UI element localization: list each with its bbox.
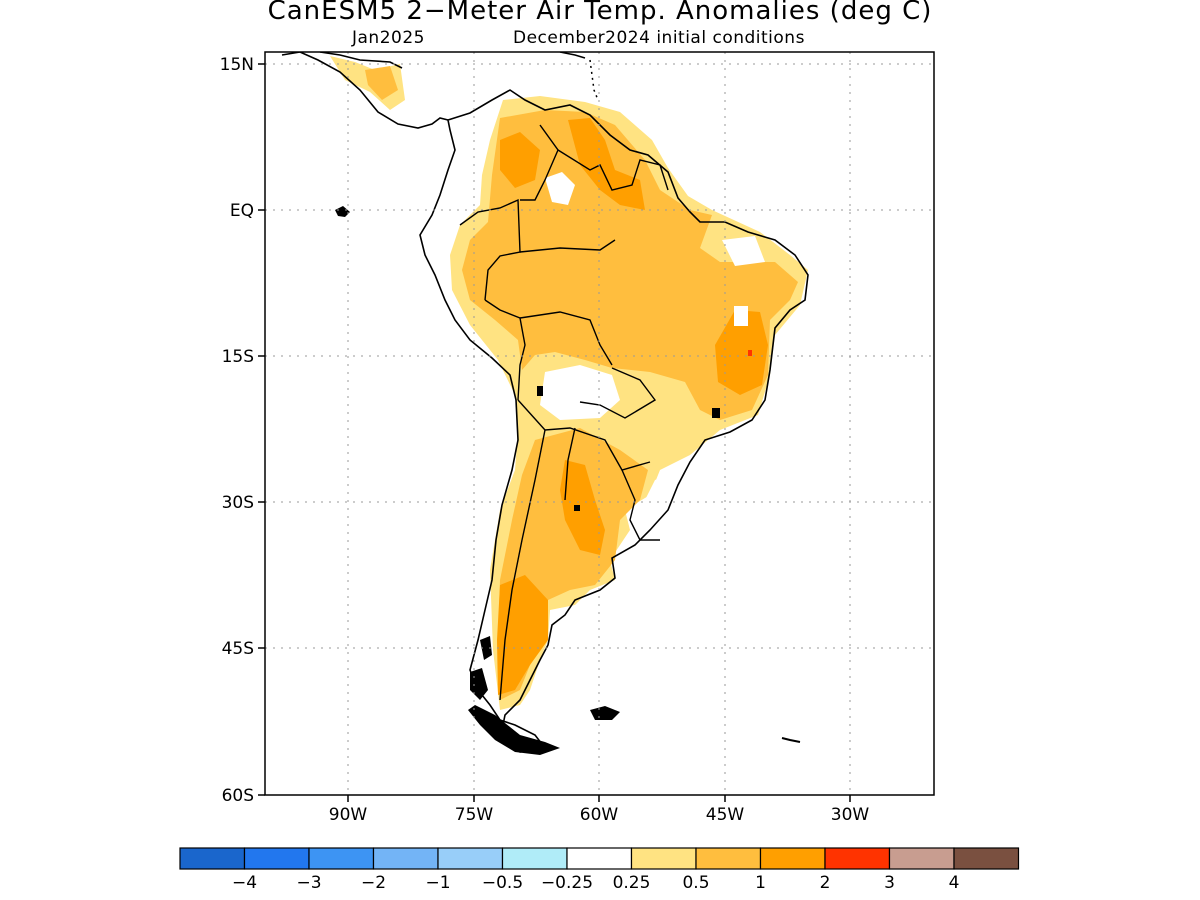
anomaly-patch-argentina-south xyxy=(497,575,548,695)
colorbar-label: −1 xyxy=(425,873,450,893)
lat-label-eq: EQ xyxy=(230,201,254,221)
colorbar-swatch xyxy=(824,847,891,870)
colorbar-swatch xyxy=(695,847,762,870)
colorbar-label: −0.5 xyxy=(482,873,523,893)
lat-label-15s: 15S xyxy=(222,347,254,367)
colorbar-label: −0.25 xyxy=(541,873,593,893)
colorbar: −4 −3 −2 −1 −0.5 −0.25 0.25 0.5 1 2 3 4 xyxy=(179,847,1020,893)
colorbar-swatch xyxy=(501,847,568,870)
colorbar-label: −2 xyxy=(361,873,386,893)
colorbar-swatch xyxy=(243,847,310,870)
forecast-month: Jan2025 xyxy=(352,28,425,48)
coastline-central-america xyxy=(281,52,449,129)
map-title: CanESM5 2−Meter Air Temp. Anomalies (deg… xyxy=(267,0,933,26)
neutral-area-bolivia xyxy=(540,365,620,420)
lat-label-60s: 60S xyxy=(222,786,254,806)
lat-ticks xyxy=(258,63,265,796)
coastline-south-georgia xyxy=(781,737,801,743)
neutral-area-patagonia xyxy=(548,605,575,660)
colorbar-label: 0.25 xyxy=(613,873,651,893)
lat-label-45s: 45S xyxy=(222,639,254,659)
neutral-area-cell xyxy=(734,306,748,326)
anomaly-area-main xyxy=(462,110,798,420)
coastline-tierra-del-fuego xyxy=(468,705,560,755)
lake-marker-2 xyxy=(712,408,720,418)
anomaly-hotspot xyxy=(748,350,752,356)
country-borders xyxy=(459,124,669,701)
colorbar-swatch xyxy=(630,847,697,870)
coastline-falklands xyxy=(590,706,620,720)
lon-label-90w: 90W xyxy=(329,805,368,825)
colorbar-swatch xyxy=(308,847,375,870)
lon-label-45w: 45W xyxy=(706,805,745,825)
lon-label-75w: 75W xyxy=(455,805,494,825)
lake-marker-1 xyxy=(574,505,580,511)
colorbar-label: 3 xyxy=(884,873,895,893)
coastline-south-america xyxy=(419,89,809,753)
colorbar-label: 4 xyxy=(949,873,960,893)
colorbar-label: 1 xyxy=(755,873,766,893)
neutral-area-venezuela xyxy=(545,172,575,205)
colorbar-label: 2 xyxy=(820,873,831,893)
colorbar-swatch xyxy=(888,847,955,870)
anomaly-patch-argentina-central xyxy=(560,460,605,555)
coastline-chiloe xyxy=(480,636,492,660)
lon-ticks xyxy=(347,795,851,802)
colorbar-swatch xyxy=(566,847,633,870)
lon-label-30w: 30W xyxy=(831,805,870,825)
anomaly-patch-brazil-east xyxy=(715,310,768,395)
lon-label-60w: 60W xyxy=(580,805,619,825)
coastline-caribbean-islands xyxy=(559,52,586,59)
colorbar-swatch xyxy=(953,847,1020,870)
colorbar-label: −3 xyxy=(296,873,321,893)
neutral-area-uruguay xyxy=(640,468,700,530)
lat-label-15n: 15N xyxy=(220,55,254,75)
anomaly-patch-north xyxy=(500,132,540,188)
colorbar-swatch xyxy=(372,847,439,870)
lake-titicaca xyxy=(537,386,543,396)
map-content xyxy=(281,52,809,755)
neutral-area-ne-brazil xyxy=(722,236,765,266)
coastline-chile-fjords xyxy=(470,668,488,700)
colorbar-label: −4 xyxy=(232,873,257,893)
coastline-antilles xyxy=(589,59,599,101)
anomaly-patch-central-america xyxy=(365,66,398,100)
colorbar-swatch xyxy=(759,847,826,870)
colorbar-swatch xyxy=(437,847,504,870)
coastline-galapagos xyxy=(335,206,350,217)
colorbar-swatch xyxy=(179,847,246,870)
initial-conditions: December2024 initial conditions xyxy=(513,28,805,48)
colorbar-label: 0.5 xyxy=(682,873,709,893)
lat-label-30s: 30S xyxy=(222,493,254,513)
